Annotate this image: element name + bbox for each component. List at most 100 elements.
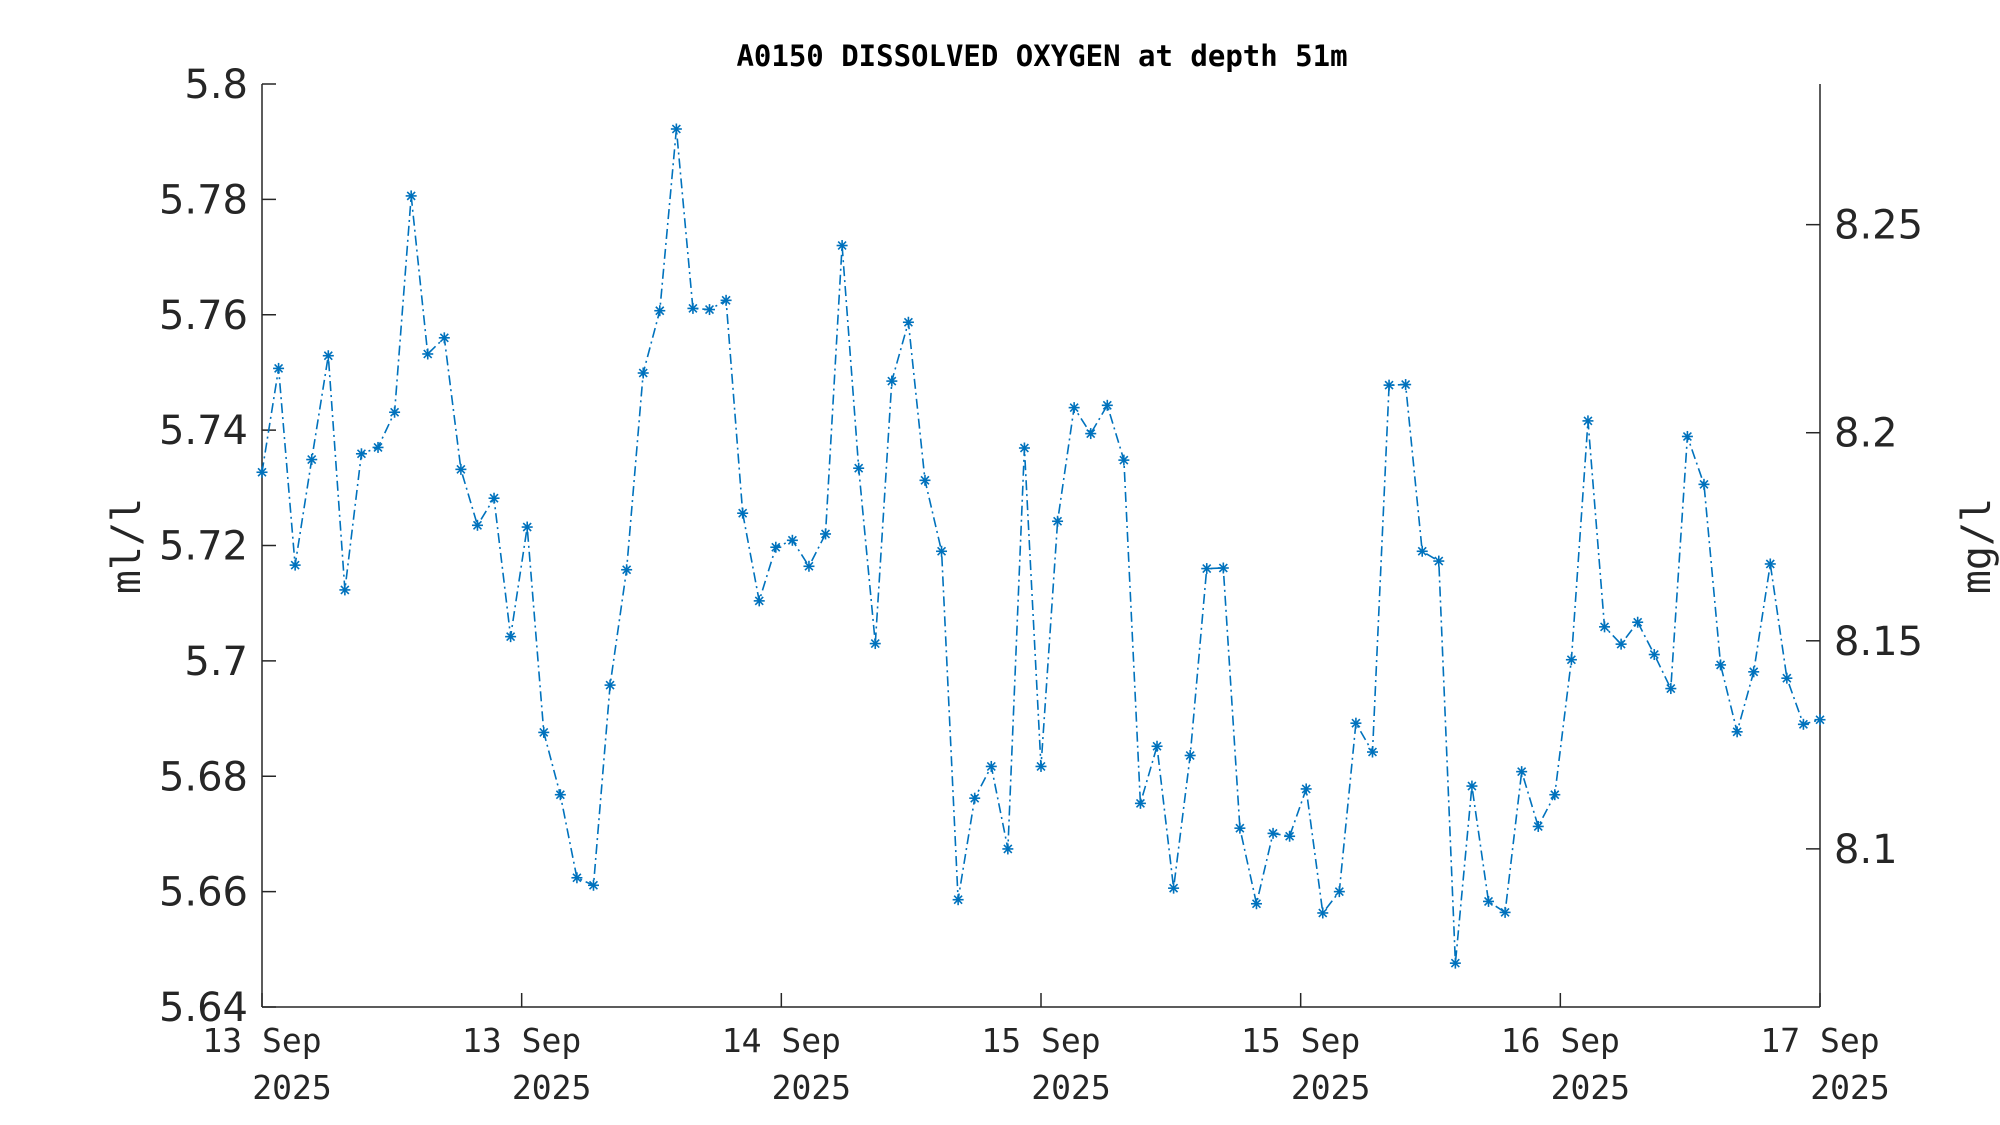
data-point	[1018, 442, 1030, 454]
x-tick-label-year: 2025	[1810, 1068, 1889, 1107]
data-point	[687, 302, 699, 314]
data-point	[1582, 415, 1594, 427]
data-point	[1151, 740, 1163, 752]
y2-tick-label: 8.2	[1834, 411, 1898, 457]
x-tick-label-date: 15 Sep	[1241, 1021, 1360, 1060]
data-point	[1516, 766, 1528, 778]
data-point	[1366, 746, 1378, 758]
data-point	[1267, 827, 1279, 839]
y2-tick-label: 8.25	[1834, 203, 1923, 249]
x-tick-label-year: 2025	[1291, 1068, 1370, 1107]
data-point	[853, 462, 865, 474]
data-point	[1615, 638, 1627, 650]
data-point	[654, 305, 666, 317]
data-point	[256, 466, 268, 478]
data-point	[1168, 882, 1180, 894]
data-point	[1648, 649, 1660, 661]
data-point	[1433, 555, 1445, 567]
y-tick-label: 5.64	[159, 985, 248, 1031]
y2-tick-label: 8.1	[1834, 827, 1898, 873]
data-point	[1665, 683, 1677, 695]
data-point	[1068, 402, 1080, 414]
x-tick-label-date: 14 Sep	[722, 1021, 841, 1060]
data-point	[1599, 621, 1611, 633]
data-point	[1201, 563, 1213, 575]
data-point	[273, 362, 285, 374]
data-point	[786, 534, 798, 546]
data-point	[306, 454, 318, 466]
data-point	[803, 560, 815, 572]
data-point	[355, 448, 367, 460]
data-point	[1284, 830, 1296, 842]
data-point	[1731, 726, 1743, 738]
data-point	[1101, 399, 1113, 411]
x-tick-label-date: 16 Sep	[1501, 1021, 1620, 1060]
data-point	[322, 350, 334, 362]
y-tick-label: 5.76	[159, 293, 248, 339]
y-axis-left-label: ml/l	[104, 498, 150, 594]
data-point	[1300, 783, 1312, 795]
data-point	[1350, 717, 1362, 729]
data-point	[538, 726, 550, 738]
data-point	[637, 367, 649, 379]
data-point	[1118, 454, 1130, 466]
y-tick-label: 5.72	[159, 524, 248, 570]
data-point	[1052, 515, 1064, 527]
data-point	[1333, 886, 1345, 898]
series-line	[261, 128, 1821, 964]
data-point	[505, 631, 517, 643]
y-tick-label: 5.8	[184, 62, 248, 108]
data-point	[1035, 760, 1047, 772]
data-point	[770, 541, 782, 553]
data-point	[1466, 780, 1478, 792]
x-tick-label-date: 17 Sep	[1760, 1021, 1879, 1060]
data-point	[753, 595, 765, 607]
data-point	[1781, 672, 1793, 684]
data-point	[455, 463, 467, 475]
data-point	[372, 441, 384, 453]
data-point	[737, 507, 749, 519]
data-point	[1250, 898, 1262, 910]
data-point	[969, 792, 981, 804]
data-point	[1814, 714, 1826, 726]
data-point	[1681, 430, 1693, 442]
data-point	[405, 190, 417, 202]
x-tick-label-year: 2025	[512, 1068, 591, 1107]
data-point	[820, 528, 832, 540]
y-tick-label: 5.68	[159, 754, 248, 800]
data-point	[488, 492, 500, 504]
data-point	[587, 879, 599, 891]
data-point	[1400, 379, 1412, 391]
data-point	[289, 559, 301, 571]
data-point	[1317, 907, 1329, 919]
data-point	[1383, 379, 1395, 391]
data-point	[1797, 718, 1809, 730]
data-point	[1549, 789, 1561, 801]
data-point	[985, 760, 997, 772]
x-tick-label-date: 15 Sep	[981, 1021, 1100, 1060]
data-series	[256, 123, 1826, 969]
y-tick-label: 5.74	[159, 408, 248, 454]
data-point	[1632, 616, 1644, 628]
x-tick-label-date: 13 Sep	[462, 1021, 581, 1060]
data-point	[422, 348, 434, 360]
data-point	[521, 521, 533, 533]
data-point	[571, 872, 583, 884]
x-tick-label-year: 2025	[1551, 1068, 1630, 1107]
y2-tick-label: 8.15	[1834, 619, 1923, 665]
data-point	[902, 316, 914, 328]
data-point	[1483, 895, 1495, 907]
y-axis-left: 5.64 5.66 5.68 5.7 5.72 5.74 5.76 5.78 5.8	[159, 62, 276, 1031]
y-tick-label: 5.66	[159, 870, 248, 916]
data-point	[720, 294, 732, 306]
y-axis-right: 8.1 8.15 8.2 8.25	[1806, 203, 1923, 873]
data-point	[704, 304, 716, 316]
data-point	[1715, 659, 1727, 671]
y-axis-right-label: mg/l	[1954, 498, 2000, 594]
data-point	[604, 679, 616, 691]
data-point	[952, 894, 964, 906]
x-tick-label-year: 2025	[1031, 1068, 1110, 1107]
data-point	[670, 123, 682, 135]
data-point	[1764, 558, 1776, 570]
data-point	[1499, 906, 1511, 918]
